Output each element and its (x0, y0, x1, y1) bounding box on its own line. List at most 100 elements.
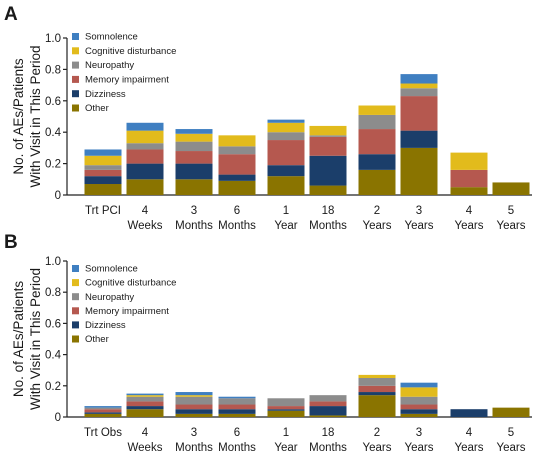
x-tick-label-line: Months (218, 220, 256, 232)
legend-swatch (72, 47, 79, 55)
x-tick-label-line: Years (405, 220, 434, 232)
legend-swatch (72, 75, 79, 83)
bar-segment-other (400, 413, 438, 417)
chart-panel-b: B00.20.40.60.81.0No. of AEs/Patients With… (4, 232, 532, 454)
x-tick-label: 2 Years (363, 427, 392, 454)
bar-segment-neuropathy (309, 135, 347, 137)
bar-segment-memory-impairment (309, 401, 347, 407)
bar-segment-neuropathy (84, 165, 122, 170)
x-tick-label-line: 3 (416, 205, 422, 217)
x-tick-label: 6 Months (218, 205, 256, 232)
bar-segment-somnolence (400, 382, 438, 388)
x-tick-label-line: 2 (374, 205, 380, 217)
bar-segment-cognitive-disturbance (309, 125, 347, 136)
bar-segment-other (492, 407, 530, 417)
y-tick-label: 1.0 (45, 256, 61, 268)
bar-segment-cognitive-disturbance (126, 130, 164, 144)
legend-swatch (72, 90, 79, 98)
bar-segment-neuropathy (400, 396, 438, 405)
bar-segment-cognitive-disturbance (400, 83, 438, 89)
bar-segment-dizziness (358, 154, 396, 170)
y-axis-label-line: With Visit in This Period (28, 268, 43, 410)
y-axis-label-line: No. of AEs/Patients (11, 58, 26, 175)
legend-label: Dizziness (85, 89, 126, 100)
x-tick-label-line: 3 (191, 427, 197, 439)
x-tick-label-line: Years (497, 220, 526, 232)
bar-segment-dizziness (267, 165, 305, 177)
legend-label: Dizziness (85, 320, 126, 331)
bar-segment-cognitive-disturbance (358, 105, 396, 115)
bar-segment-neuropathy (175, 141, 213, 152)
y-tick-label: 0 (55, 190, 61, 202)
bar-segment-neuropathy (358, 378, 396, 386)
legend-label: Cognitive disturbance (85, 46, 176, 57)
bar-segment-dizziness (267, 409, 305, 411)
x-tick-label: 4 Weeks (128, 427, 163, 454)
bar-segment-neuropathy (267, 132, 305, 141)
bar-segment-other (450, 187, 488, 195)
bar-segment-other (84, 184, 122, 195)
x-tick-label-line: 18 (322, 205, 335, 217)
bar-segment-neuropathy (175, 396, 213, 405)
y-tick-label: 0.6 (45, 96, 61, 108)
bar-segment-dizziness (358, 392, 396, 396)
bar-segment-memory-impairment (358, 385, 396, 393)
bar-segment-dizziness (84, 412, 122, 414)
x-tick-label-line: 4 (142, 205, 149, 217)
panel-letter: B (4, 232, 18, 253)
bar-segment-somnolence (400, 74, 438, 84)
x-tick-label-line: Year (274, 220, 297, 232)
bar-segment-somnolence (175, 129, 213, 134)
x-tick-label-line: 4 (466, 205, 473, 217)
chart-panel-a: A00.20.40.60.81.0No. of AEs/Patients With… (4, 4, 532, 232)
bar-segment-neuropathy (126, 396, 164, 402)
bar-segment-somnolence (175, 392, 213, 396)
bar-segment-dizziness (126, 406, 164, 410)
legend-label: Cognitive disturbance (85, 278, 176, 289)
bar-segment-other (218, 180, 256, 195)
x-tick-label: 3 Months (175, 205, 213, 232)
x-tick-label: 5 Years (497, 427, 526, 454)
bar-segment-neuropathy (309, 395, 347, 402)
legend-swatch (72, 321, 79, 329)
legend-label: Memory impairment (85, 75, 169, 86)
bar-segment-memory-impairment (84, 169, 122, 177)
legend-label: Somnolence (85, 32, 138, 43)
x-tick-label-line: Trt Obs (84, 427, 122, 439)
bar-segment-other (358, 169, 396, 195)
y-tick-label: 0 (55, 412, 61, 424)
x-tick-label-line: 3 (191, 205, 197, 217)
x-tick-label-line: Weeks (128, 220, 163, 232)
x-tick-label: 18 Months (309, 205, 347, 232)
x-tick-label-line: 6 (234, 427, 240, 439)
x-tick-label-line: Months (309, 442, 347, 454)
bar-segment-other (358, 395, 396, 417)
bar-segment-other (309, 415, 347, 417)
x-tick-label: 1 Year (274, 427, 297, 454)
y-axis-label: No. of AEs/Patients With Visit in This Pe… (11, 268, 43, 410)
y-axis-label-line: No. of AEs/Patients (11, 281, 26, 398)
x-tick-label-line: 3 (416, 427, 422, 439)
bar-segment-other (267, 176, 305, 195)
bar-segment-cognitive-disturbance (267, 122, 305, 133)
bar-segment-somnolence (126, 122, 164, 131)
bar-segment-somnolence (84, 406, 122, 408)
bar-segment-memory-impairment (218, 404, 256, 410)
x-tick-label-line: Years (455, 220, 484, 232)
y-tick-label: 0.4 (45, 127, 62, 139)
bar-segment-other (126, 179, 164, 195)
bar-segment-memory-impairment (84, 409, 122, 413)
y-tick-label: 0.4 (45, 350, 62, 362)
legend-swatch (72, 293, 79, 301)
bar-segment-somnolence (267, 119, 305, 123)
bar-segment-cognitive-disturbance (175, 133, 213, 142)
x-tick-label: 4 Years (455, 427, 484, 454)
x-tick-label: 2 Years (363, 205, 392, 232)
bar-segment-cognitive-disturbance (450, 152, 488, 170)
bar-segment-memory-impairment (400, 404, 438, 410)
x-tick-label: 6 Months (218, 427, 256, 454)
bar-segment-neuropathy (267, 398, 305, 407)
legend-label: Neuropathy (85, 60, 134, 71)
bar-segment-memory-impairment (175, 404, 213, 410)
legend-swatch (72, 61, 79, 69)
